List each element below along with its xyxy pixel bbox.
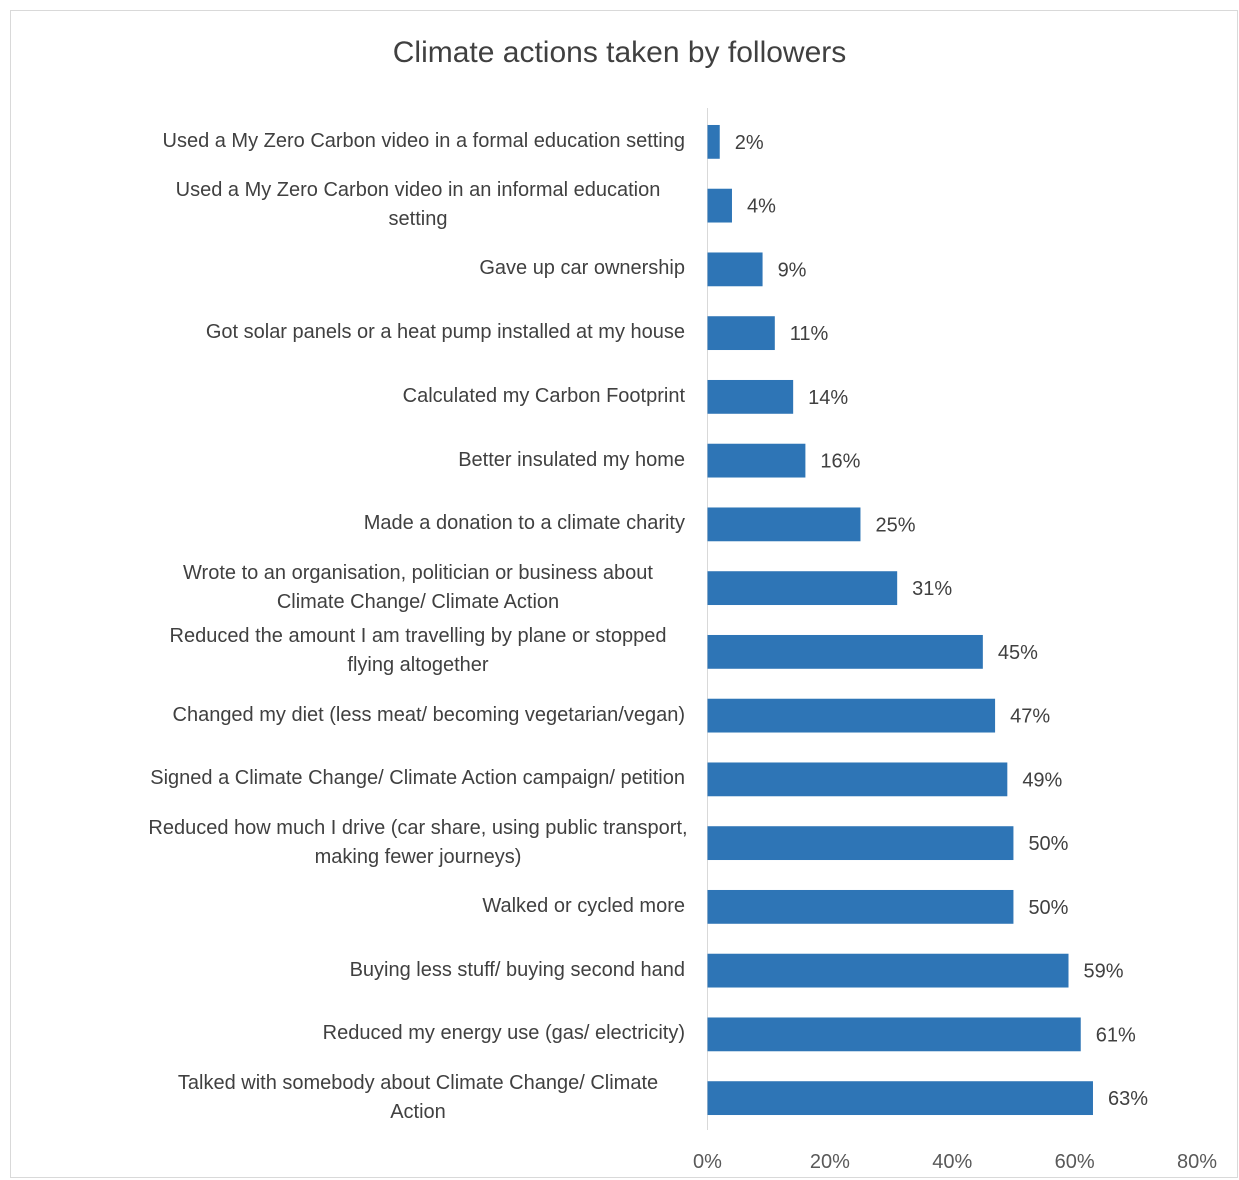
- category-label: Walked or cycled more: [45, 892, 685, 921]
- x-tick-label: 40%: [932, 1151, 972, 1173]
- data-label: 11%: [790, 323, 829, 345]
- category-label-line: Reduced my energy use (gas/ electricity): [322, 1022, 685, 1045]
- bar: [707, 762, 1008, 797]
- chart-title: Climate actions taken by followers: [392, 36, 847, 69]
- data-label: 9%: [778, 259, 807, 281]
- category-label-line: Talked with somebody about Climate Chang…: [177, 1071, 659, 1094]
- bar: [707, 188, 732, 223]
- bar: [707, 953, 1069, 988]
- category-label-line: Used a My Zero Carbon video in an inform…: [175, 179, 661, 202]
- category-label: Changed my diet (less meat/ becoming veg…: [45, 701, 686, 730]
- category-label-line: Changed my diet (less meat/ becoming veg…: [172, 703, 686, 726]
- data-label: 45%: [998, 642, 1038, 664]
- category-label-line: Reduced the amount I am travelling by pl…: [169, 625, 667, 648]
- bar: [707, 316, 775, 351]
- bar: [707, 634, 983, 669]
- category-label: Reduced my energy use (gas/ electricity): [45, 1019, 685, 1048]
- category-label-line: Calculated my Carbon Footprint: [402, 384, 685, 407]
- category-label: Signed a Climate Change/ Climate Action …: [45, 764, 685, 793]
- data-label: 61%: [1096, 1024, 1136, 1046]
- category-label-line: Gave up car ownership: [479, 257, 685, 280]
- category-label-line: Climate Change/ Climate Action: [276, 590, 560, 613]
- data-label: 49%: [1022, 769, 1062, 791]
- bar: [707, 1081, 1093, 1116]
- data-label: 4%: [747, 196, 776, 218]
- data-label: 63%: [1108, 1088, 1148, 1110]
- category-label: Talked with somebody about Climate Chang…: [98, 1069, 738, 1127]
- data-label: 50%: [1028, 897, 1068, 919]
- category-label-line: Walked or cycled more: [482, 894, 685, 917]
- x-tick-label: 20%: [810, 1151, 850, 1173]
- category-label: Got solar panels or a heat pump installe…: [45, 318, 685, 347]
- x-tick-label: 80%: [1177, 1151, 1217, 1173]
- data-label: 47%: [1010, 706, 1050, 728]
- data-label: 25%: [875, 514, 915, 536]
- bar: [707, 379, 794, 414]
- category-label: Used a My Zero Carbon video in an inform…: [98, 176, 738, 234]
- bar: [707, 826, 1014, 861]
- category-label: Gave up car ownership: [45, 254, 685, 283]
- x-tick-label: 60%: [1055, 1151, 1095, 1173]
- data-label: 16%: [820, 451, 860, 473]
- category-label-line: Action: [390, 1100, 446, 1123]
- category-label: Buying less stuff/ buying second hand: [45, 956, 685, 985]
- category-label-line: Used a My Zero Carbon video in a formal …: [162, 129, 686, 152]
- category-label-line: Buying less stuff/ buying second hand: [349, 958, 685, 981]
- data-label: 31%: [912, 578, 952, 600]
- category-label-line: Reduced how much I drive (car share, usi…: [148, 816, 688, 839]
- bar: [707, 571, 898, 606]
- data-label: 14%: [808, 387, 848, 409]
- category-label: Made a donation to a climate charity: [45, 509, 685, 538]
- data-label: 2%: [735, 132, 764, 154]
- bar: [707, 889, 1014, 924]
- category-label: Wrote to an organisation, politician or …: [98, 559, 738, 617]
- category-label-line: setting: [388, 208, 448, 231]
- category-label-line: making fewer journeys): [314, 845, 522, 868]
- category-label-line: Better insulated my home: [458, 448, 685, 471]
- category-label: Better insulated my home: [45, 446, 685, 475]
- bar: [707, 698, 996, 733]
- category-label: Reduced the amount I am travelling by pl…: [98, 622, 738, 680]
- bar: [707, 1017, 1081, 1052]
- data-label: 59%: [1084, 961, 1124, 983]
- category-label-line: Signed a Climate Change/ Climate Action …: [150, 767, 685, 790]
- category-label: Calculated my Carbon Footprint: [45, 382, 685, 411]
- bar: [707, 252, 763, 287]
- category-label-line: Made a donation to a climate charity: [363, 512, 685, 535]
- category-label: Reduced how much I drive (car share, usi…: [98, 814, 738, 872]
- bar: [707, 124, 720, 159]
- category-label-line: Got solar panels or a heat pump installe…: [205, 321, 685, 344]
- data-label: 50%: [1028, 833, 1068, 855]
- x-tick-label: 0%: [693, 1151, 722, 1173]
- category-label-line: flying altogether: [347, 654, 489, 677]
- category-label: Used a My Zero Carbon video in a formal …: [45, 127, 686, 156]
- bar: [707, 443, 806, 478]
- bar: [707, 507, 861, 542]
- category-label-line: Wrote to an organisation, politician or …: [183, 561, 653, 584]
